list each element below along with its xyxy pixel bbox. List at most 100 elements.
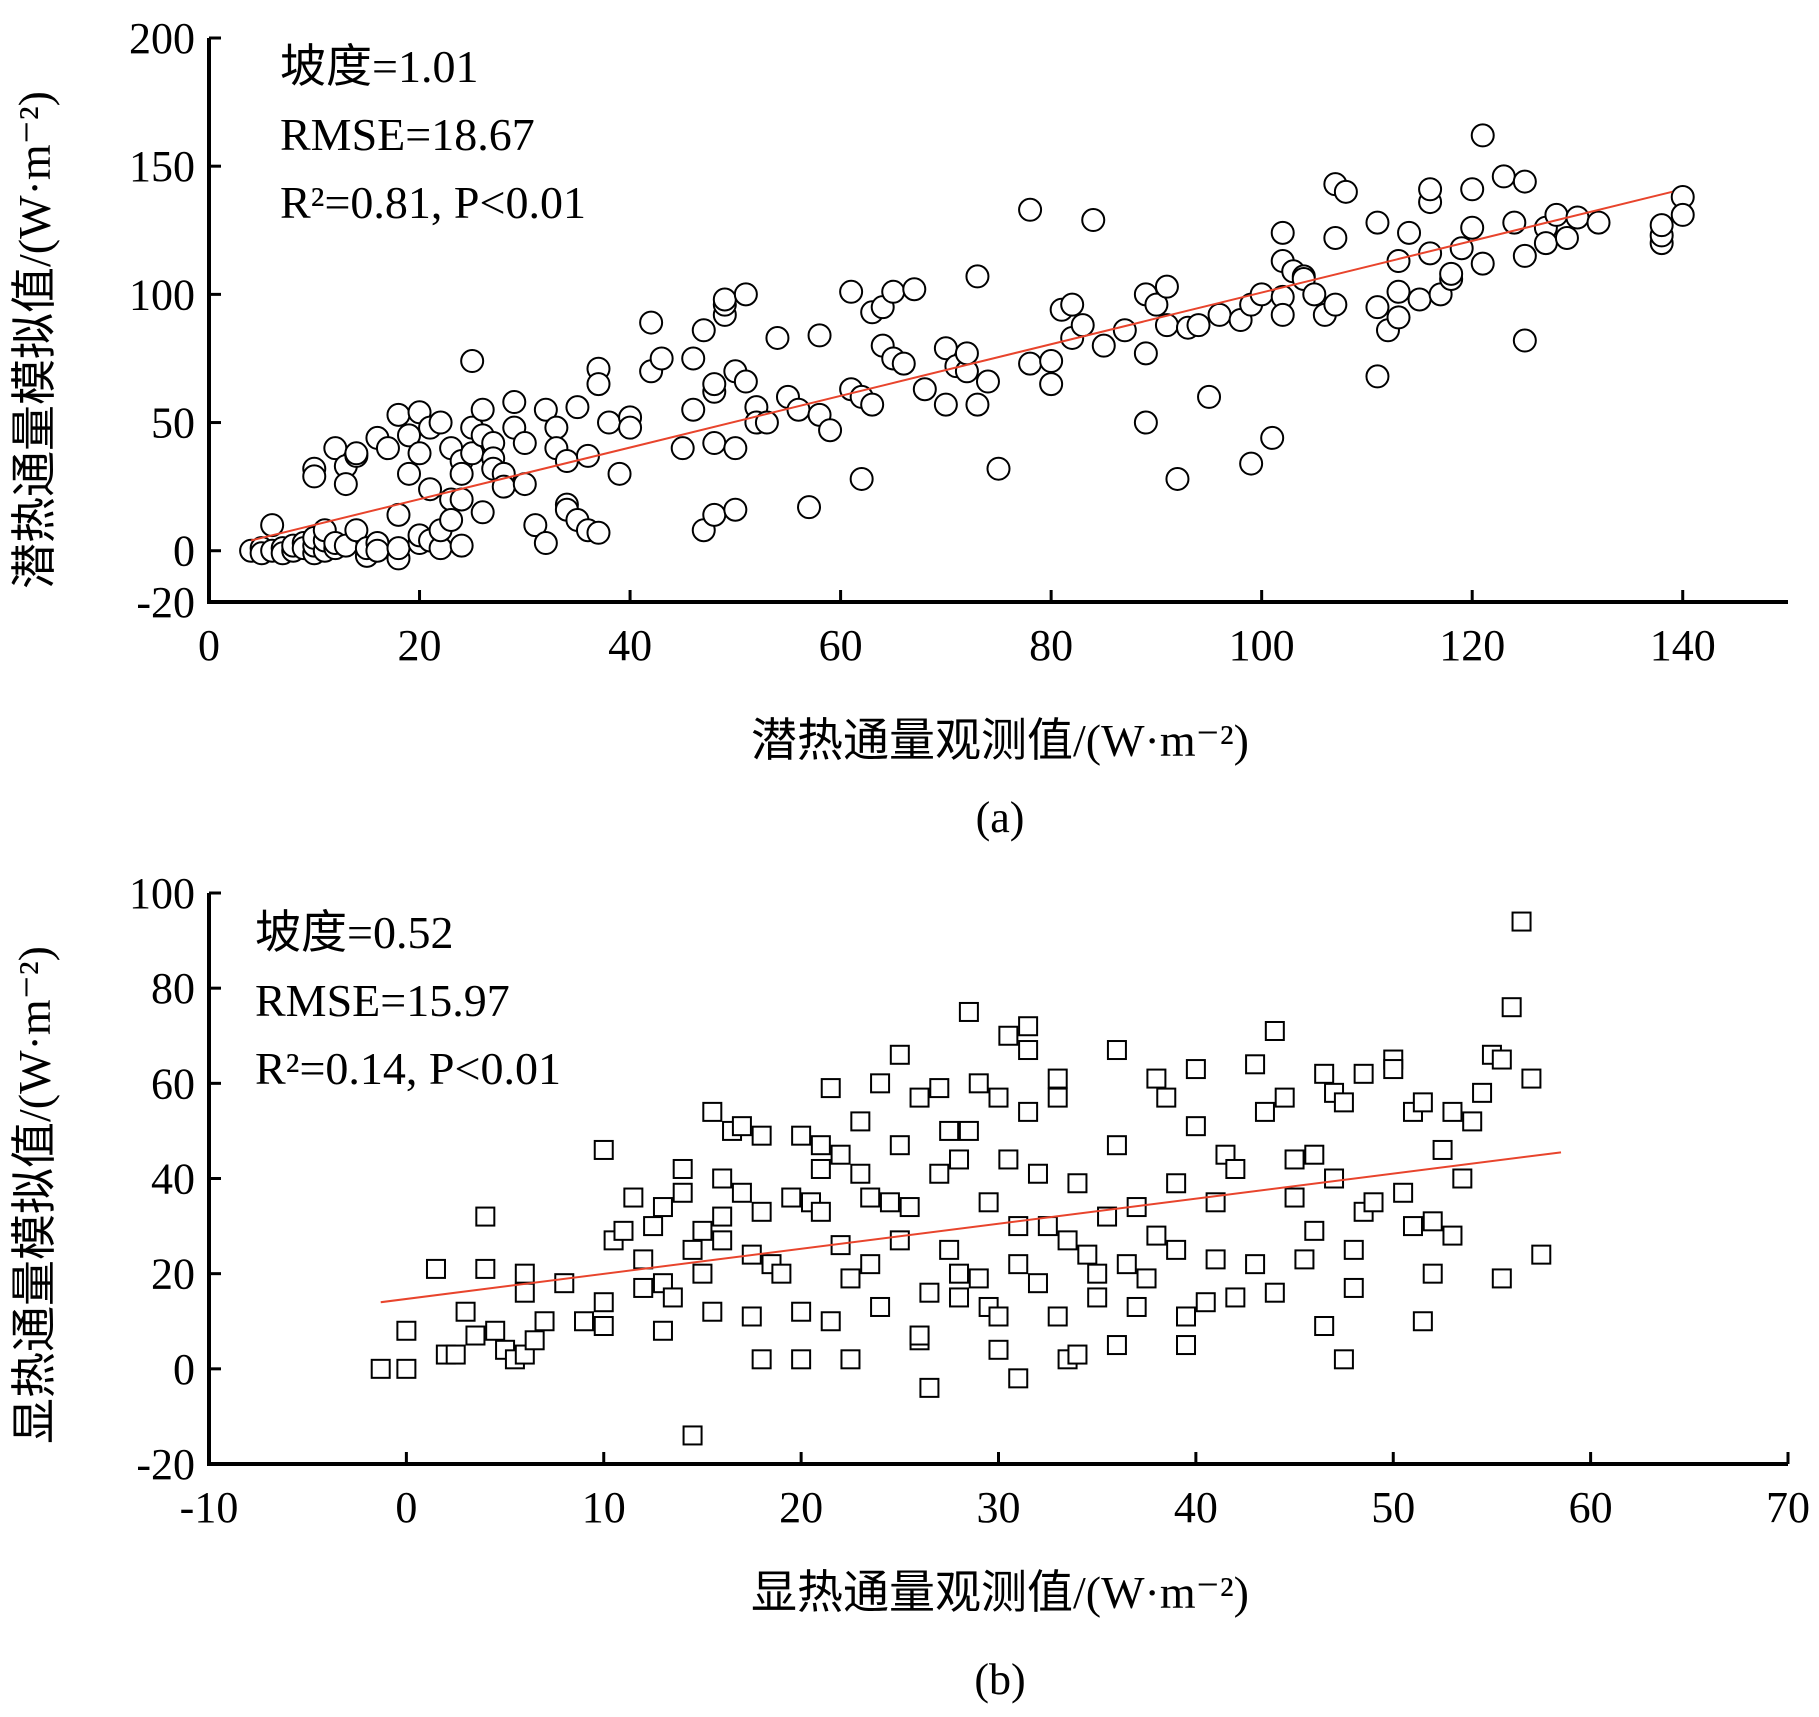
data-point — [733, 282, 758, 307]
data-point — [978, 1192, 999, 1213]
data-point — [998, 1025, 1019, 1046]
data-point — [919, 1377, 940, 1398]
data-point — [1512, 243, 1537, 268]
data-point — [1047, 1068, 1068, 1089]
data-point — [771, 1263, 792, 1284]
data-point — [754, 410, 779, 435]
data-point — [1521, 1068, 1542, 1089]
data-point — [672, 1158, 693, 1179]
data-point — [1225, 1158, 1246, 1179]
data-point — [1027, 1273, 1048, 1294]
data-point — [639, 310, 664, 335]
data-point — [554, 1273, 575, 1294]
data-point — [958, 1001, 979, 1022]
data-point — [1270, 220, 1295, 245]
panel-b: -10 0 10 20 30 40 50 60 70 -20 0 20 40 60 80 100 坡度=0.… — [9, 869, 1810, 1704]
data-point — [672, 1182, 693, 1203]
data-point — [933, 392, 958, 417]
data-point — [1533, 231, 1558, 256]
data-point — [1008, 1254, 1029, 1275]
data-point — [1422, 1211, 1443, 1232]
data-point — [593, 1316, 614, 1337]
data-point — [449, 487, 474, 512]
data-point — [1186, 313, 1211, 338]
data-point — [1554, 225, 1579, 250]
data-point — [425, 1258, 446, 1279]
data-point — [1393, 1182, 1414, 1203]
data-point — [1649, 213, 1674, 238]
panel-a: 0 20 40 60 80 100 120 140 -200 50 100 150 200 坡度=1.… — [9, 14, 1788, 842]
panel-b-rmse: RMSE=15.97 — [255, 975, 510, 1026]
data-point — [1460, 177, 1485, 202]
data-point — [607, 461, 632, 486]
data-point — [344, 518, 369, 543]
data-point — [965, 392, 990, 417]
data-point — [386, 402, 411, 427]
data-point — [902, 277, 927, 302]
data-point — [445, 1344, 466, 1365]
data-point — [597, 410, 622, 435]
data-point — [449, 533, 474, 558]
data-point — [1472, 1082, 1493, 1103]
data-point — [765, 325, 790, 350]
data-point — [1106, 1335, 1127, 1356]
data-point — [850, 1163, 871, 1184]
y-tick-label: 150 — [129, 142, 195, 191]
data-point — [1018, 197, 1043, 222]
data-point — [1270, 302, 1295, 327]
data-point — [1047, 1087, 1068, 1108]
data-point — [533, 397, 558, 422]
data-point — [1245, 1054, 1266, 1075]
data-point — [524, 1330, 545, 1351]
data-point — [1386, 279, 1411, 304]
data-point — [1363, 1192, 1384, 1213]
data-point — [533, 531, 558, 556]
data-point — [1254, 1101, 1275, 1122]
y-tick-label: 40 — [151, 1155, 195, 1204]
data-point — [860, 1187, 881, 1208]
data-point — [939, 1239, 960, 1260]
data-point — [889, 1044, 910, 1065]
data-point — [682, 1239, 703, 1260]
data-point — [1418, 177, 1443, 202]
data-point — [1060, 292, 1085, 317]
data-point — [870, 1073, 891, 1094]
data-point — [1333, 179, 1358, 204]
panel-b-caption: (b) — [974, 1655, 1025, 1704]
data-point — [682, 1425, 703, 1446]
data-point — [810, 1135, 831, 1156]
data-point — [365, 538, 390, 563]
data-point — [797, 495, 822, 520]
data-point — [1323, 225, 1348, 250]
data-point — [891, 351, 916, 376]
data-point — [702, 1101, 723, 1122]
data-point — [881, 279, 906, 304]
data-point — [1422, 1263, 1443, 1284]
x-tick-label: 140 — [1650, 621, 1716, 670]
data-point — [712, 1230, 733, 1251]
data-point — [912, 377, 937, 402]
data-point — [751, 1201, 772, 1222]
data-point — [988, 1087, 1009, 1108]
data-point — [1502, 210, 1527, 235]
data-point — [712, 1206, 733, 1227]
data-point — [1037, 1216, 1058, 1237]
data-point — [475, 1206, 496, 1227]
data-point — [1087, 1263, 1108, 1284]
x-tick-label: 80 — [1029, 621, 1073, 670]
data-point — [786, 397, 811, 422]
data-point — [975, 369, 1000, 394]
data-point — [988, 1339, 1009, 1360]
y-tick-label: 80 — [151, 964, 195, 1013]
data-point — [1314, 1316, 1335, 1337]
data-point — [1333, 1092, 1354, 1113]
data-point — [1185, 1059, 1206, 1080]
panel-a-caption: (a) — [976, 793, 1025, 842]
y-tick-label: 60 — [151, 1059, 195, 1108]
data-point — [1133, 410, 1158, 435]
data-point — [593, 1139, 614, 1160]
data-point — [712, 287, 737, 312]
data-point — [613, 1220, 634, 1241]
data-point — [929, 1078, 950, 1099]
